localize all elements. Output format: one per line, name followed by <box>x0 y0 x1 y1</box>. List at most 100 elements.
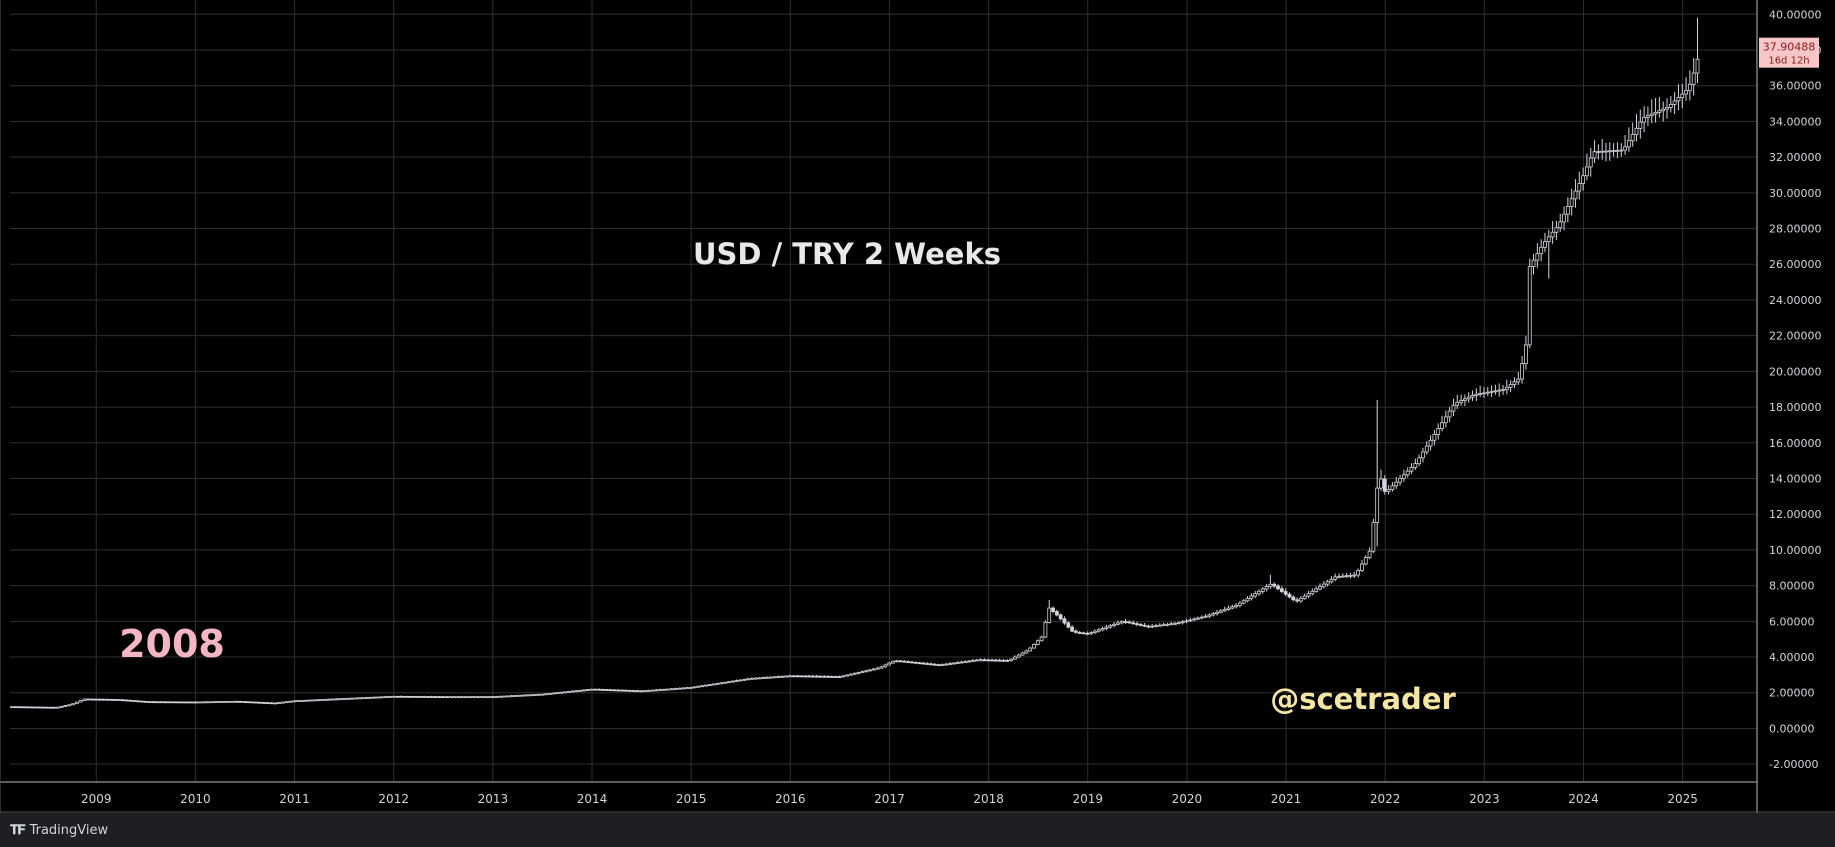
y-tick-label: 30.00000 <box>1769 187 1822 200</box>
candle <box>1657 97 1662 118</box>
tradingview-logo[interactable]: 𝐓𝐅 TradingView <box>10 823 108 838</box>
candle-body <box>265 702 270 704</box>
candle <box>1634 114 1639 142</box>
candle-body <box>997 659 1002 662</box>
candle-body <box>372 696 377 699</box>
candle <box>1569 188 1574 216</box>
candle-body <box>349 697 354 700</box>
candle <box>696 685 701 688</box>
candle-body <box>1638 121 1643 129</box>
candle-body <box>71 703 75 706</box>
candle <box>1253 590 1258 599</box>
candle <box>1173 621 1177 626</box>
candle <box>471 695 476 699</box>
candle-body <box>704 684 708 687</box>
candle-body <box>746 678 750 681</box>
candle <box>116 699 121 701</box>
candle <box>852 672 857 675</box>
candle-body <box>1539 246 1544 255</box>
candle-body <box>974 659 979 662</box>
candle <box>1180 619 1185 625</box>
candle <box>1306 590 1311 598</box>
candle <box>1093 629 1097 635</box>
candle <box>563 691 567 694</box>
candle <box>17 706 22 709</box>
candle-body <box>395 695 400 698</box>
candle-body <box>1306 593 1311 597</box>
candle <box>1604 142 1608 162</box>
candle-body <box>780 675 785 678</box>
candle-body <box>448 696 453 699</box>
candle-body <box>1668 103 1673 108</box>
candle <box>1020 651 1025 656</box>
candle <box>1382 475 1387 495</box>
candle <box>444 696 449 699</box>
candle <box>883 663 888 668</box>
y-tick-label: 40.00000 <box>1769 8 1822 21</box>
candle <box>1005 659 1010 662</box>
candle <box>730 680 735 683</box>
candle <box>978 658 983 662</box>
candle-body <box>185 701 190 704</box>
candle-body <box>913 661 918 664</box>
candle <box>456 695 461 699</box>
candle <box>849 673 853 676</box>
candle <box>1142 623 1147 628</box>
y-tick-label: 28.00000 <box>1769 223 1822 236</box>
candle <box>1279 586 1284 594</box>
candle <box>139 700 144 703</box>
candle <box>795 674 800 678</box>
candle <box>887 661 891 666</box>
candle-body <box>1501 389 1505 391</box>
candle <box>502 695 506 698</box>
candle <box>269 702 274 705</box>
candle <box>601 688 605 691</box>
candle-body <box>1607 150 1612 153</box>
candle-body <box>154 701 159 704</box>
candle-body <box>624 689 628 692</box>
candle <box>113 698 117 701</box>
candle <box>654 689 659 692</box>
x-tick-label: 2022 <box>1370 792 1401 806</box>
candle-body <box>74 701 79 705</box>
candle <box>242 701 247 703</box>
candle <box>227 701 232 703</box>
candle <box>898 659 903 663</box>
candle <box>376 696 380 699</box>
candle-body <box>189 701 194 704</box>
y-tick-label: 18.00000 <box>1769 401 1822 414</box>
candle-body <box>1424 445 1429 453</box>
candle-body <box>1504 386 1509 390</box>
candle-body <box>1234 604 1238 608</box>
candle <box>406 695 411 698</box>
candle-body <box>734 680 739 682</box>
candle <box>1558 213 1563 232</box>
candle <box>990 658 994 662</box>
candle-body <box>1241 600 1246 604</box>
candle <box>1581 167 1586 191</box>
y-tick-label: 6.00000 <box>1769 615 1815 628</box>
candle-body <box>509 695 514 698</box>
candle-body <box>238 700 243 703</box>
candle <box>1428 435 1433 451</box>
candle-body <box>894 660 899 663</box>
candle <box>334 698 339 701</box>
candle-series <box>10 17 1700 709</box>
candle-body <box>788 675 792 678</box>
candle <box>1176 621 1181 625</box>
candle-body <box>44 706 49 709</box>
candle-body <box>1035 640 1040 645</box>
candle <box>1348 572 1353 579</box>
candle-body <box>494 696 499 698</box>
candle <box>1264 583 1269 592</box>
candle-body <box>1058 614 1063 620</box>
candle <box>727 680 731 684</box>
candle <box>1192 617 1197 621</box>
candle <box>1112 622 1116 628</box>
candle-body <box>1447 410 1452 418</box>
candle <box>799 675 804 678</box>
candle <box>1043 620 1048 638</box>
candle <box>204 701 209 704</box>
candle-body <box>1573 190 1578 200</box>
y-tick-label: -2.00000 <box>1769 758 1818 771</box>
